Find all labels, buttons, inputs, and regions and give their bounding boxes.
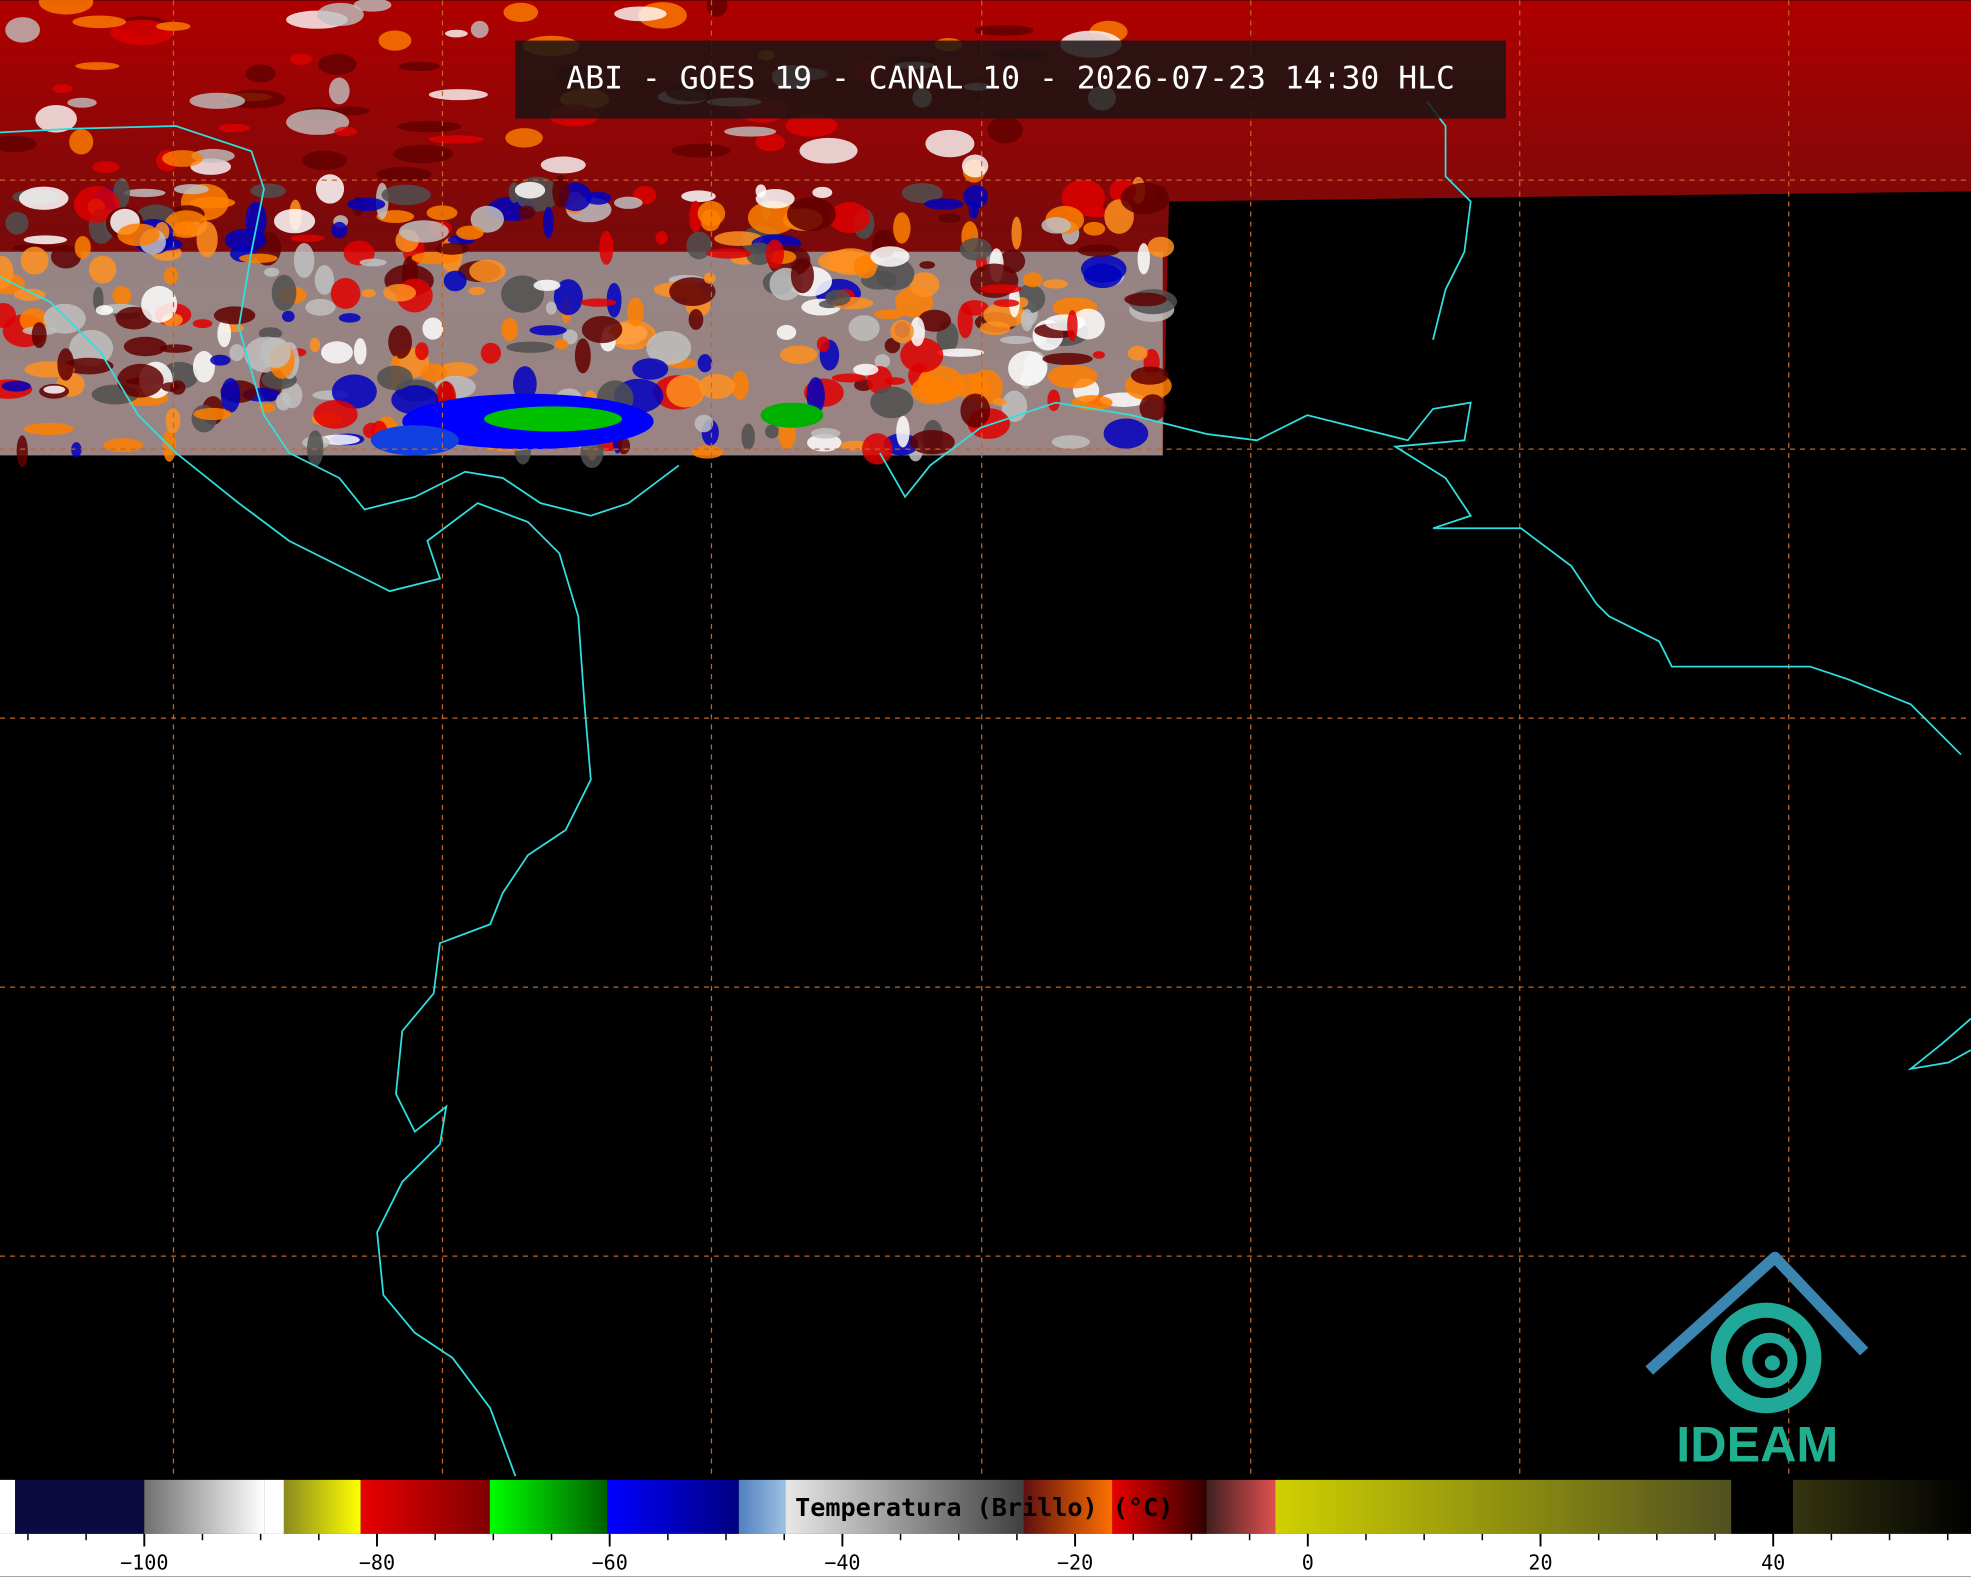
tick-label: 20 — [1528, 1551, 1552, 1575]
colorbar-segment — [264, 1479, 284, 1534]
tick-label: −20 — [1057, 1551, 1093, 1575]
colorbar-segment — [0, 1479, 16, 1534]
tick-label: −80 — [359, 1551, 395, 1575]
ideam-logo: IDEAM — [1645, 1251, 1869, 1473]
colorbar-segment — [15, 1479, 145, 1534]
logo-text: IDEAM — [1676, 1416, 1838, 1473]
colorbar-segment — [738, 1479, 786, 1534]
tick-label: 0 — [1302, 1551, 1314, 1575]
title-box: ABI - GOES 19 - CANAL 10 - 2026-07-23 14… — [515, 40, 1506, 119]
colorbar-segment — [1731, 1479, 1793, 1534]
colorbar-segment — [1792, 1479, 1971, 1534]
colorbar: Temperatura (Brillo) (°C) −100 −80 −60 −40 −2… — [0, 1479, 1971, 1577]
tick-label: 40 — [1761, 1551, 1785, 1575]
colorbar-segment — [1112, 1479, 1207, 1534]
colorbar-segment — [489, 1479, 608, 1534]
colorbar-segment — [1275, 1479, 1732, 1534]
colorbar-segment — [144, 1479, 265, 1534]
colorbar-segment — [607, 1479, 739, 1534]
coastlines — [0, 100, 1971, 1477]
colorbar-segment — [1206, 1479, 1276, 1534]
cloud-features — [0, 0, 1178, 469]
colorbar-label: Temperatura (Brillo) (°C) — [795, 1493, 1173, 1522]
graticule — [0, 0, 1971, 1477]
colorbar-segment — [283, 1479, 361, 1534]
map-title: ABI - GOES 19 - CANAL 10 - 2026-07-23 14… — [566, 61, 1455, 97]
tick-label: −100 — [120, 1551, 168, 1575]
colorbar-segment — [360, 1479, 490, 1534]
colorbar-segment — [1023, 1479, 1113, 1534]
tick-label: −40 — [824, 1551, 860, 1575]
tick-strip — [0, 1533, 1971, 1577]
tick-label: −60 — [592, 1551, 628, 1575]
colorbar-segment — [785, 1479, 1024, 1534]
